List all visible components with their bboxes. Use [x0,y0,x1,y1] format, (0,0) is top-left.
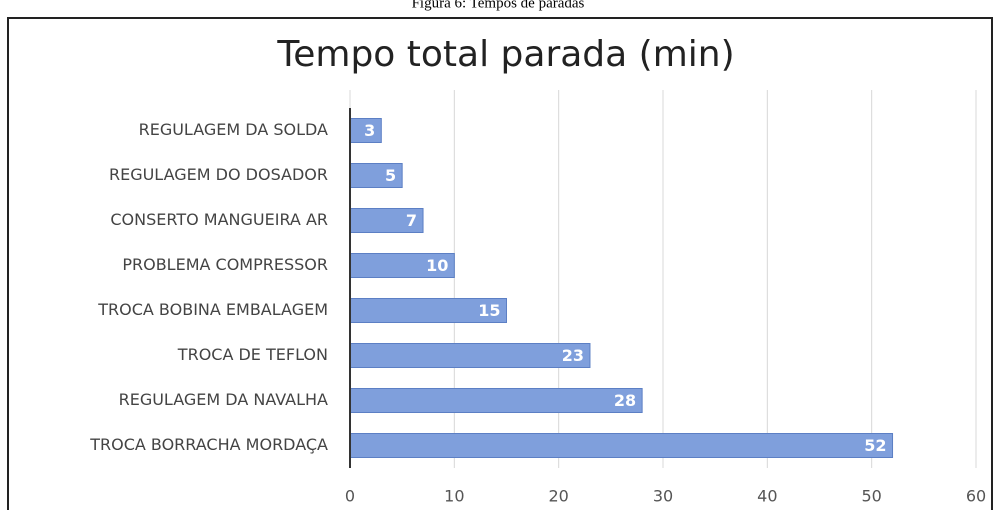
bar [349,118,382,143]
chart-title: Tempo total parada (min) [276,34,734,75]
y-tick-label: TROCA BOBINA EMBALAGEM [97,300,328,319]
y-tick-label: PROBLEMA COMPRESSOR [122,255,328,274]
y-tick-label: TROCA DE TEFLON [177,345,328,364]
value-label: 52 [864,436,886,455]
y-tick-label: REGULAGEM DO DOSADOR [109,165,328,184]
caption: Figura 6: Tempos de paradas [412,0,585,11]
value-label: 7 [406,211,417,230]
bar [349,163,403,188]
value-label: 5 [385,166,396,185]
y-tick-label: TROCA BORRACHA MORDAÇA [89,435,328,454]
x-tick-label: 10 [444,487,464,506]
bar [349,343,591,368]
value-label: 15 [478,301,500,320]
value-label: 10 [426,256,448,275]
value-label: 3 [364,121,375,140]
value-label: 23 [562,346,584,365]
x-tick-label: 20 [548,487,568,506]
x-tick-label: 30 [653,487,673,506]
bar [349,253,455,278]
x-tick-label: 40 [757,487,777,506]
x-tick-label: 60 [966,487,986,506]
y-tick-label: REGULAGEM DA NAVALHA [119,390,328,409]
chart-frame [7,17,993,510]
y-tick-label: CONSERTO MANGUEIRA AR [110,210,328,229]
value-label: 28 [614,391,636,410]
bar [349,298,507,323]
x-tick-label: 50 [861,487,881,506]
bar [349,388,643,413]
bar [349,433,894,458]
y-tick-label: REGULAGEM DA SOLDA [139,120,328,139]
x-tick-label: 0 [345,487,355,506]
